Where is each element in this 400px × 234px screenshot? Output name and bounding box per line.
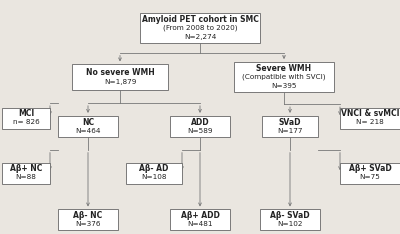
Text: N=481: N=481	[187, 221, 213, 227]
FancyBboxPatch shape	[234, 62, 334, 92]
FancyBboxPatch shape	[140, 13, 260, 43]
Text: Amyloid PET cohort in SMC: Amyloid PET cohort in SMC	[142, 15, 258, 24]
FancyBboxPatch shape	[262, 116, 318, 137]
Text: Aβ- NC: Aβ- NC	[73, 211, 103, 220]
FancyBboxPatch shape	[170, 209, 230, 230]
Text: (From 2008 to 2020): (From 2008 to 2020)	[163, 25, 237, 31]
Text: (Compatible with SVCI): (Compatible with SVCI)	[242, 74, 326, 80]
FancyBboxPatch shape	[340, 108, 400, 129]
Text: VNCI & svMCI: VNCI & svMCI	[341, 110, 399, 118]
FancyBboxPatch shape	[58, 209, 118, 230]
FancyBboxPatch shape	[2, 163, 50, 184]
Text: SVaD: SVaD	[279, 118, 301, 127]
Text: n= 826: n= 826	[13, 119, 39, 125]
Text: No severe WMH: No severe WMH	[86, 68, 154, 77]
Text: N=108: N=108	[141, 174, 167, 180]
FancyBboxPatch shape	[126, 163, 182, 184]
Text: N=75: N=75	[360, 174, 380, 180]
FancyBboxPatch shape	[2, 108, 50, 129]
Text: Aβ+ ADD: Aβ+ ADD	[180, 211, 220, 220]
Text: N=88: N=88	[16, 174, 36, 180]
Text: MCI: MCI	[18, 110, 34, 118]
Text: N=102: N=102	[277, 221, 303, 227]
Text: NC: NC	[82, 118, 94, 127]
FancyBboxPatch shape	[58, 116, 118, 137]
FancyBboxPatch shape	[170, 116, 230, 137]
Text: Aβ+ NC: Aβ+ NC	[10, 165, 42, 173]
Text: N=1,879: N=1,879	[104, 79, 136, 85]
FancyBboxPatch shape	[260, 209, 320, 230]
Text: N=177: N=177	[277, 128, 303, 134]
FancyBboxPatch shape	[340, 163, 400, 184]
Text: N=2,274: N=2,274	[184, 34, 216, 40]
Text: N=376: N=376	[75, 221, 101, 227]
FancyBboxPatch shape	[72, 64, 168, 90]
Text: Aβ- SVaD: Aβ- SVaD	[270, 211, 310, 220]
Text: N=464: N=464	[75, 128, 101, 134]
Text: ADD: ADD	[191, 118, 209, 127]
Text: Aβ- AD: Aβ- AD	[139, 165, 169, 173]
Text: N=589: N=589	[187, 128, 213, 134]
Text: N= 218: N= 218	[356, 119, 384, 125]
Text: Severe WMH: Severe WMH	[256, 64, 312, 73]
Text: Aβ+ SVaD: Aβ+ SVaD	[349, 165, 391, 173]
Text: N=395: N=395	[271, 83, 297, 89]
